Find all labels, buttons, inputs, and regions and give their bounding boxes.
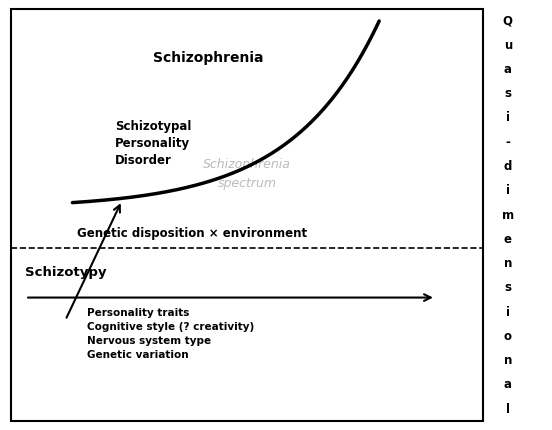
Text: i: i bbox=[506, 184, 510, 197]
Text: Schizotypal
Personality
Disorder: Schizotypal Personality Disorder bbox=[115, 120, 191, 167]
Text: s: s bbox=[505, 87, 511, 100]
Text: a: a bbox=[504, 378, 512, 391]
Text: m: m bbox=[502, 209, 514, 221]
Text: -: - bbox=[506, 136, 510, 149]
Text: n: n bbox=[503, 257, 512, 270]
Text: s: s bbox=[505, 281, 511, 294]
Text: e: e bbox=[504, 233, 512, 246]
Text: Schizophrenia: Schizophrenia bbox=[152, 51, 263, 65]
Text: u: u bbox=[504, 39, 512, 52]
Text: Q: Q bbox=[503, 15, 513, 28]
Text: Personality traits
Cognitive style (? creativity)
Nervous system type
Genetic va: Personality traits Cognitive style (? cr… bbox=[87, 308, 254, 360]
Text: d: d bbox=[503, 160, 512, 173]
Text: n: n bbox=[503, 354, 512, 367]
Text: Genetic disposition × environment: Genetic disposition × environment bbox=[77, 227, 307, 240]
Text: Schizotypy: Schizotypy bbox=[25, 266, 107, 279]
Text: l: l bbox=[506, 402, 510, 415]
Text: Schizophrenia
spectrum: Schizophrenia spectrum bbox=[203, 158, 291, 190]
Text: a: a bbox=[504, 63, 512, 76]
Text: i: i bbox=[506, 305, 510, 319]
Text: i: i bbox=[506, 111, 510, 125]
Text: o: o bbox=[504, 330, 512, 343]
